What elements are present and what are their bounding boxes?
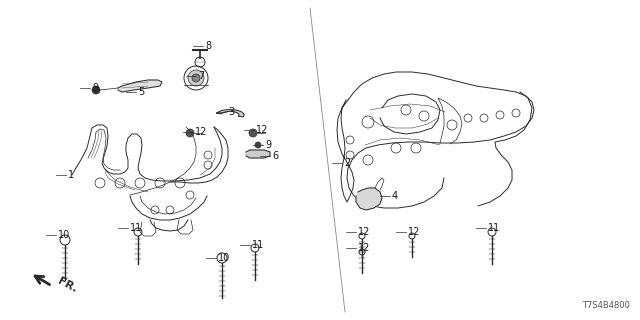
Text: FR.: FR.: [56, 276, 79, 294]
Text: 5: 5: [138, 87, 144, 97]
Text: 11: 11: [252, 240, 264, 250]
Text: 8: 8: [205, 41, 211, 51]
Polygon shape: [246, 150, 270, 158]
Text: 12: 12: [358, 227, 371, 237]
Circle shape: [188, 70, 204, 86]
Text: 9: 9: [265, 140, 271, 150]
Text: 12: 12: [358, 243, 371, 253]
Text: T7S4B4800: T7S4B4800: [582, 301, 630, 310]
Text: 9: 9: [92, 83, 98, 93]
Polygon shape: [118, 80, 162, 92]
Polygon shape: [217, 110, 244, 117]
Circle shape: [249, 129, 257, 137]
Text: 12: 12: [256, 125, 268, 135]
Text: 12: 12: [408, 227, 420, 237]
Polygon shape: [356, 188, 382, 210]
Circle shape: [186, 129, 194, 137]
Circle shape: [192, 74, 200, 82]
Text: 6: 6: [272, 151, 278, 161]
Text: 12: 12: [195, 127, 207, 137]
Text: 11: 11: [130, 223, 142, 233]
Text: 4: 4: [392, 191, 398, 201]
Text: 1: 1: [68, 170, 74, 180]
Circle shape: [92, 86, 100, 94]
Circle shape: [255, 142, 261, 148]
Text: 10: 10: [58, 230, 70, 240]
Text: 11: 11: [488, 223, 500, 233]
Text: 2: 2: [344, 158, 350, 168]
Text: 7: 7: [198, 71, 204, 81]
Text: 10: 10: [218, 253, 230, 263]
Text: 3: 3: [228, 107, 234, 117]
